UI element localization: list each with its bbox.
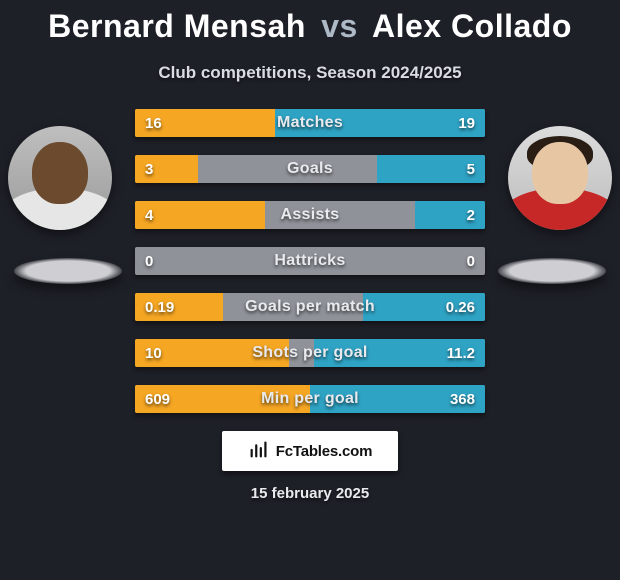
stats-table: 1619Matches 35Goals 42Assists 00Hattricks 0.…: [135, 109, 485, 413]
stat-label: Assists: [135, 201, 485, 229]
comparison-card: Bernard Mensah vs Alex Collado Club comp…: [0, 0, 620, 580]
avatar-shoulders: [508, 188, 612, 230]
title-player1: Bernard Mensah: [48, 8, 306, 44]
date-text: 15 february 2025: [0, 485, 620, 502]
stat-row: 35Goals: [135, 155, 485, 183]
stat-row: 42Assists: [135, 201, 485, 229]
avatar-head: [532, 142, 588, 204]
player2-avatar: [508, 126, 612, 230]
stat-label: Goals: [135, 155, 485, 183]
stat-label: Goals per match: [135, 293, 485, 321]
page-title: Bernard Mensah vs Alex Collado: [0, 8, 620, 45]
stat-label: Shots per goal: [135, 339, 485, 367]
title-player2: Alex Collado: [372, 8, 572, 44]
title-vs: vs: [321, 8, 358, 44]
brand-text: FcTables.com: [276, 443, 373, 460]
stat-label: Matches: [135, 109, 485, 137]
brand-chart-icon: [248, 438, 270, 465]
avatar-hair: [527, 136, 593, 170]
avatar-head: [32, 142, 88, 204]
brand-badge: FcTables.com: [222, 431, 398, 471]
stat-row: 609368Min per goal: [135, 385, 485, 413]
stat-label: Hattricks: [135, 247, 485, 275]
stat-row: 1011.2Shots per goal: [135, 339, 485, 367]
stat-row: 00Hattricks: [135, 247, 485, 275]
player1-avatar: [8, 126, 112, 230]
stat-label: Min per goal: [135, 385, 485, 413]
player2-shadow: [498, 258, 606, 284]
stat-row: 1619Matches: [135, 109, 485, 137]
avatar-shoulders: [8, 188, 112, 230]
player1-shadow: [14, 258, 122, 284]
subtitle: Club competitions, Season 2024/2025: [0, 63, 620, 83]
stat-row: 0.190.26Goals per match: [135, 293, 485, 321]
